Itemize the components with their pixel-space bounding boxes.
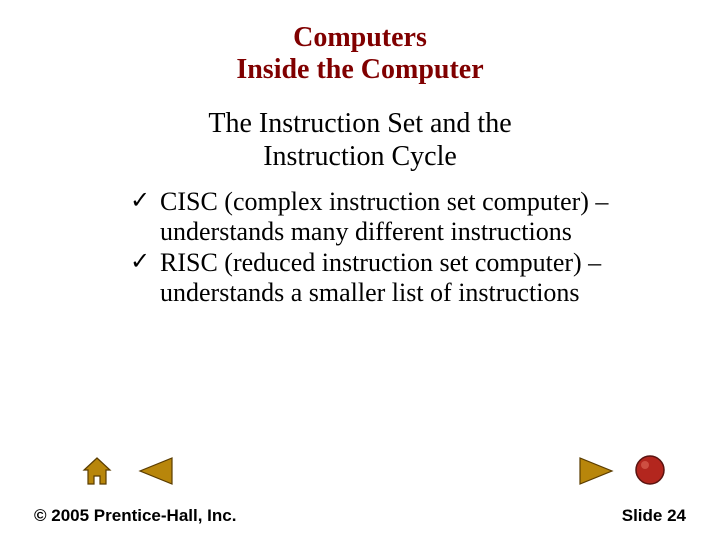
title-line-2: Inside the Computer <box>0 54 720 86</box>
bullet-text: RISC (reduced instruction set computer) … <box>160 248 601 307</box>
footer: © 2005 Prentice-Hall, Inc. Slide 24 <box>0 506 720 526</box>
slide-number: Slide 24 <box>622 506 686 526</box>
nav-next-button[interactable] <box>578 456 614 486</box>
slide-subtitle: The Instruction Set and the Instruction … <box>0 108 720 172</box>
circle-end-icon <box>634 454 666 486</box>
nav-end-button[interactable] <box>634 454 666 486</box>
title-line-1: Computers <box>0 22 720 54</box>
nav-home-button[interactable] <box>82 456 112 486</box>
list-item: ✓ RISC (reduced instruction set computer… <box>130 248 610 309</box>
slide: Computers Inside the Computer The Instru… <box>0 0 720 540</box>
triangle-left-icon <box>138 456 174 486</box>
home-icon <box>82 456 112 486</box>
check-icon: ✓ <box>130 248 150 276</box>
copyright-text: © 2005 Prentice-Hall, Inc. <box>34 506 236 526</box>
bullet-text: CISC (complex instruction set computer) … <box>160 187 608 246</box>
subtitle-line-2: Instruction Cycle <box>0 141 720 173</box>
subtitle-line-1: The Instruction Set and the <box>0 108 720 140</box>
bullet-list: ✓ CISC (complex instruction set computer… <box>0 187 720 309</box>
triangle-right-icon <box>578 456 614 486</box>
list-item: ✓ CISC (complex instruction set computer… <box>130 187 610 248</box>
check-icon: ✓ <box>130 187 150 215</box>
nav-row <box>0 450 720 486</box>
nav-prev-button[interactable] <box>138 456 174 486</box>
slide-title: Computers Inside the Computer <box>0 22 720 86</box>
